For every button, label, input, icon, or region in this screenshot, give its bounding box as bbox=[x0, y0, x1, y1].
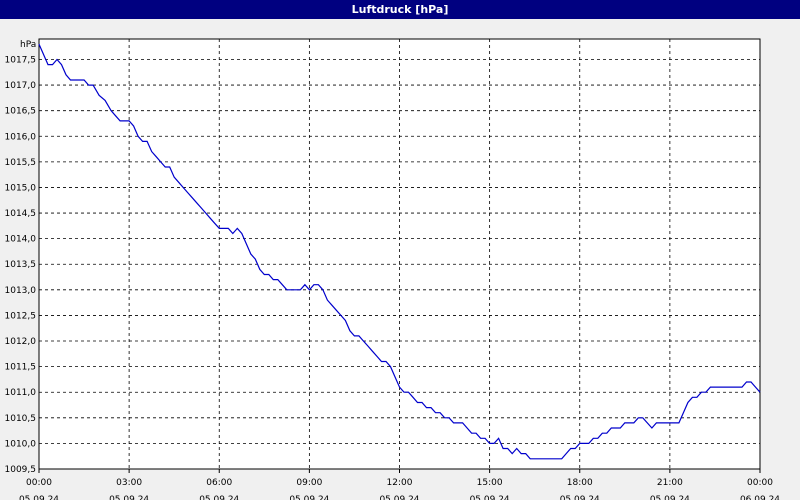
y-tick-label: 1012,5 bbox=[5, 311, 37, 321]
y-tick-label: 1016,5 bbox=[5, 107, 37, 117]
y-tick-label: 1011,5 bbox=[5, 363, 37, 373]
x-tick-time-label: 06:00 bbox=[206, 478, 232, 488]
x-tick-time-label: 00:00 bbox=[747, 478, 773, 488]
y-tick-label: 1012,0 bbox=[5, 337, 37, 347]
x-tick-date-label: 05.09.24 bbox=[289, 495, 329, 500]
series-line bbox=[38, 43, 761, 460]
x-tick-date-label: 05.09.24 bbox=[109, 495, 149, 500]
x-tick-date-label: 05.09.24 bbox=[650, 495, 690, 500]
y-tick-label: 1010,5 bbox=[5, 414, 37, 424]
x-tick-time-label: 18:00 bbox=[567, 478, 593, 488]
y-axis: 1009,5 1010,0 1010,5 1011,0 1011,5 1012,0 1012… bbox=[5, 55, 37, 475]
x-tick-date-label: 06.09.24 bbox=[740, 495, 780, 500]
y-unit-label: hPa bbox=[20, 40, 36, 50]
y-tick-label: 1013,0 bbox=[5, 286, 37, 296]
y-tick-label: 1010,0 bbox=[5, 439, 37, 449]
x-tick-date-label: 05.09.24 bbox=[199, 495, 239, 500]
x-tick-date-label: 05.09.24 bbox=[560, 495, 600, 500]
y-tick-label: 1017,5 bbox=[5, 55, 37, 65]
y-tick-label: 1016,0 bbox=[5, 132, 37, 142]
plot-area bbox=[38, 38, 761, 470]
y-tick-label: 1014,5 bbox=[5, 209, 37, 219]
y-tick-label: 1011,0 bbox=[5, 388, 37, 398]
x-tick-time-label: 00:00 bbox=[26, 478, 52, 488]
chart-title: Luftdruck [hPa] bbox=[0, 0, 800, 19]
y-tick-label: 1015,5 bbox=[5, 158, 37, 168]
x-tick-time-label: 21:00 bbox=[657, 478, 683, 488]
x-tick-time-label: 15:00 bbox=[477, 478, 503, 488]
grid-lines bbox=[39, 39, 760, 469]
y-tick-label: 1013,5 bbox=[5, 260, 37, 270]
y-tick-label: 1017,0 bbox=[5, 81, 37, 91]
y-tick-label: 1009,5 bbox=[5, 465, 37, 475]
x-tick-date-label: 05.09.24 bbox=[379, 495, 419, 500]
x-tick-date-label: 05.09.24 bbox=[470, 495, 510, 500]
y-tick-label: 1015,0 bbox=[5, 183, 37, 193]
x-axis: 00:00 05.09.24 03:00 05.09.24 06:00 05.09.24 0… bbox=[19, 469, 780, 500]
y-tick-label: 1014,0 bbox=[5, 235, 37, 245]
pressure-line-chart: 1009,5 1010,0 1010,5 1011,0 1011,5 1012,0 1012… bbox=[5, 38, 780, 500]
x-tick-date-label: 05.09.24 bbox=[19, 495, 59, 500]
x-tick-time-label: 03:00 bbox=[116, 478, 142, 488]
x-tick-time-label: 12:00 bbox=[387, 478, 413, 488]
x-tick-time-label: 09:00 bbox=[296, 478, 322, 488]
